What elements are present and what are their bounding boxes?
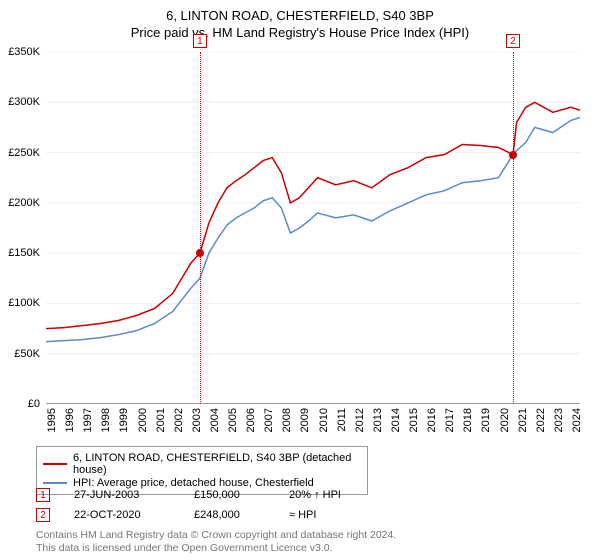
event-pct: 20% ↑ HPI — [289, 489, 369, 501]
legend-swatch — [43, 463, 67, 465]
x-tick-label: 2014 — [390, 408, 402, 432]
y-tick-label: £200K — [8, 197, 40, 209]
x-tick-label: 2013 — [372, 408, 384, 432]
y-tick-label: £150K — [8, 247, 40, 259]
x-tick-label: 1997 — [82, 408, 94, 432]
series-line — [46, 102, 580, 328]
event-dot — [196, 249, 204, 257]
x-tick-label: 1995 — [46, 408, 58, 432]
event-index-icon: 1 — [36, 488, 50, 502]
y-tick-label: £300K — [8, 96, 40, 108]
x-tick-label: 1998 — [100, 408, 112, 432]
event-vline — [513, 52, 514, 404]
legend-item: 6, LINTON ROAD, CHESTERFIELD, S40 3BP (d… — [43, 452, 361, 476]
chart-area: £0£50K£100K£150K£200K£250K£300K£350K 199… — [46, 52, 580, 404]
event-date: 22-OCT-2020 — [74, 509, 194, 521]
x-tick-label: 2012 — [354, 408, 366, 432]
footer-attribution: Contains HM Land Registry data © Crown c… — [36, 529, 396, 556]
x-tick-label: 2008 — [281, 408, 293, 432]
chart-title-address: 6, LINTON ROAD, CHESTERFIELD, S40 3BP — [0, 8, 600, 23]
event-price: £150,000 — [194, 489, 289, 501]
x-tick-label: 1996 — [64, 408, 76, 432]
chart-container: 6, LINTON ROAD, CHESTERFIELD, S40 3BP Pr… — [0, 0, 600, 560]
x-tick-label: 2018 — [462, 408, 474, 432]
x-tick-label: 2009 — [299, 408, 311, 432]
x-tick-label: 2001 — [155, 408, 167, 432]
event-vline — [200, 52, 201, 404]
event-dot — [509, 151, 517, 159]
x-tick-label: 2010 — [318, 408, 330, 432]
event-row: 1 27-JUN-2003£150,00020% ↑ HPI — [36, 488, 369, 502]
plot-svg — [46, 52, 580, 404]
x-tick-label: 1999 — [118, 408, 130, 432]
x-tick-label: 2024 — [571, 408, 583, 432]
x-tick-label: 2000 — [137, 408, 149, 432]
x-tick-label: 2020 — [499, 408, 511, 432]
event-price: £248,000 — [194, 509, 289, 521]
y-tick-label: £350K — [8, 46, 40, 58]
event-marker-box: 1 — [193, 34, 207, 48]
y-tick-label: £100K — [8, 297, 40, 309]
x-tick-label: 2004 — [209, 408, 221, 432]
footer-line: This data is licensed under the Open Gov… — [36, 542, 396, 556]
x-tick-label: 2005 — [227, 408, 239, 432]
y-tick-label: £250K — [8, 147, 40, 159]
event-row: 2 22-OCT-2020£248,000≈ HPI — [36, 508, 369, 522]
x-tick-label: 2007 — [263, 408, 275, 432]
legend-label: 6, LINTON ROAD, CHESTERFIELD, S40 3BP (d… — [73, 452, 361, 476]
x-tick-label: 2023 — [553, 408, 565, 432]
series-line — [46, 117, 580, 341]
event-pct: ≈ HPI — [289, 509, 369, 521]
event-date: 27-JUN-2003 — [74, 489, 194, 501]
x-tick-label: 2022 — [535, 408, 547, 432]
x-tick-label: 2015 — [408, 408, 420, 432]
x-tick-label: 2019 — [480, 408, 492, 432]
x-tick-label: 2011 — [336, 408, 348, 432]
y-tick-label: £0 — [28, 398, 40, 410]
legend-swatch — [43, 482, 67, 484]
x-tick-label: 2006 — [245, 408, 257, 432]
x-tick-label: 2003 — [191, 408, 203, 432]
y-tick-label: £50K — [14, 348, 40, 360]
footer-line: Contains HM Land Registry data © Crown c… — [36, 529, 396, 543]
event-index-icon: 2 — [36, 508, 50, 522]
x-tick-label: 2016 — [426, 408, 438, 432]
x-tick-label: 2002 — [173, 408, 185, 432]
events-table: 1 27-JUN-2003£150,00020% ↑ HPI 2 22-OCT-202… — [36, 488, 369, 528]
event-marker-box: 2 — [506, 34, 520, 48]
x-tick-label: 2017 — [444, 408, 456, 432]
x-tick-label: 2021 — [517, 408, 529, 432]
